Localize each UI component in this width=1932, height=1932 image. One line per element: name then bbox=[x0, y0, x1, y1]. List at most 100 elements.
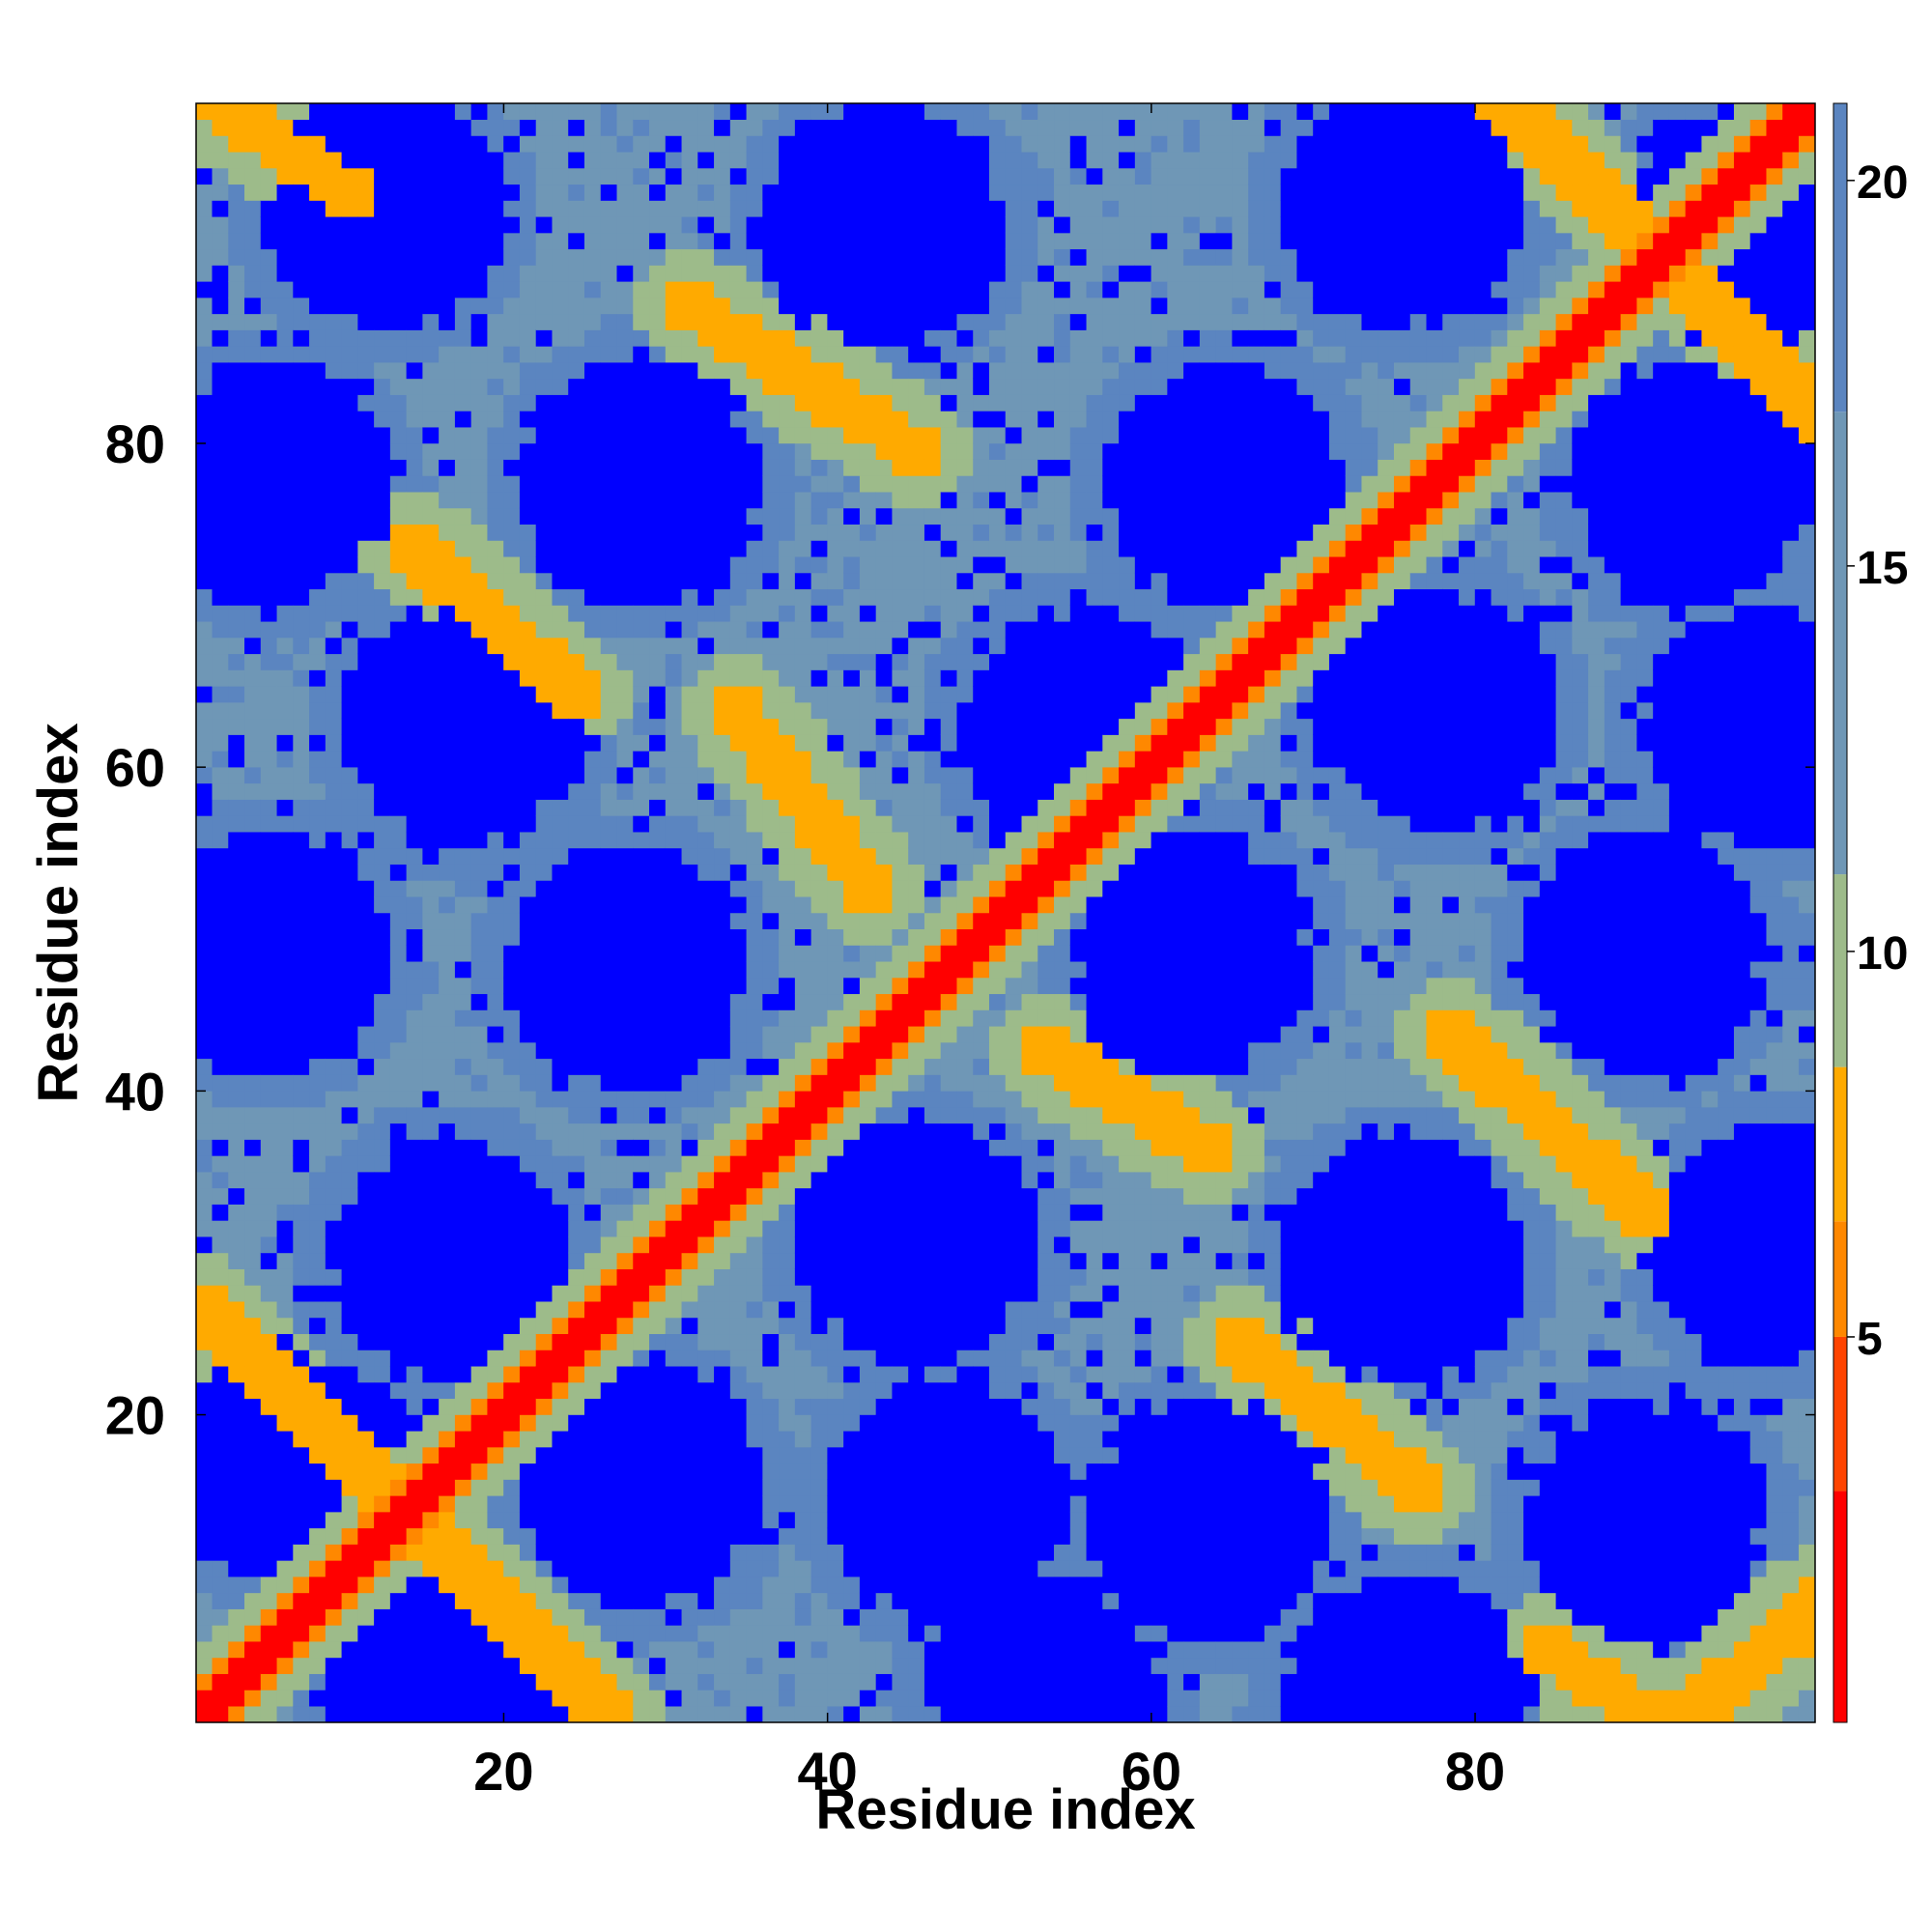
heatmap-cell bbox=[794, 1091, 812, 1108]
heatmap-cell bbox=[746, 1381, 763, 1400]
heatmap-cell bbox=[859, 686, 877, 703]
heatmap-cell bbox=[374, 880, 391, 897]
heatmap-cell bbox=[940, 1300, 957, 1319]
heatmap-cell bbox=[406, 167, 423, 185]
heatmap-cell bbox=[681, 1511, 698, 1529]
heatmap-cell bbox=[973, 734, 990, 752]
heatmap-cell bbox=[228, 912, 245, 930]
heatmap-cell bbox=[454, 378, 472, 395]
heatmap-cell bbox=[681, 1625, 698, 1642]
heatmap-cell bbox=[746, 346, 763, 363]
heatmap-cell bbox=[746, 1252, 763, 1269]
heatmap-cell bbox=[729, 1252, 748, 1269]
heatmap-cell bbox=[389, 1463, 408, 1480]
heatmap-cell bbox=[940, 216, 957, 234]
heatmap-cell bbox=[212, 1431, 229, 1448]
heatmap-cell bbox=[940, 782, 957, 800]
heatmap-cell bbox=[988, 1220, 1007, 1237]
heatmap-cell bbox=[875, 945, 893, 962]
heatmap-cell bbox=[583, 718, 602, 735]
heatmap-cell bbox=[503, 751, 521, 768]
heatmap-cell bbox=[940, 621, 957, 639]
heatmap-cell bbox=[973, 1074, 990, 1092]
heatmap-cell bbox=[649, 1268, 667, 1286]
heatmap-cell bbox=[988, 799, 1007, 816]
heatmap-cell bbox=[422, 1544, 440, 1561]
heatmap-cell bbox=[633, 637, 650, 655]
heatmap-cell bbox=[357, 507, 375, 526]
heatmap-cell bbox=[439, 1463, 456, 1480]
heatmap-cell bbox=[568, 346, 585, 363]
heatmap-cell bbox=[341, 1106, 358, 1124]
heatmap-cell bbox=[309, 1041, 327, 1060]
heatmap-cell bbox=[908, 1690, 925, 1707]
heatmap-cell bbox=[714, 297, 731, 315]
heatmap-cell bbox=[341, 961, 358, 979]
heatmap-cell bbox=[470, 751, 488, 768]
heatmap-cell bbox=[827, 200, 844, 217]
heatmap-cell bbox=[892, 313, 909, 330]
heatmap-cell bbox=[552, 701, 569, 720]
heatmap-cell bbox=[714, 912, 731, 930]
heatmap-cell bbox=[341, 1204, 358, 1221]
heatmap-cell bbox=[843, 1220, 861, 1237]
heatmap-cell bbox=[697, 1366, 715, 1383]
heatmap-cell bbox=[649, 216, 667, 234]
heatmap-cell bbox=[762, 524, 780, 541]
heatmap-cell bbox=[875, 1690, 893, 1707]
heatmap-cell bbox=[810, 1511, 828, 1529]
heatmap-cell bbox=[244, 1366, 262, 1383]
heatmap-cell bbox=[729, 1122, 748, 1140]
heatmap-cell bbox=[616, 459, 634, 476]
heatmap-cell bbox=[212, 1625, 229, 1642]
heatmap-cell bbox=[973, 977, 990, 995]
heatmap-cell bbox=[665, 928, 683, 946]
heatmap-cell bbox=[714, 1511, 731, 1529]
heatmap-cell bbox=[439, 1560, 456, 1577]
heatmap-cell bbox=[762, 1592, 780, 1609]
heatmap-cell bbox=[552, 1350, 569, 1367]
heatmap-cell bbox=[665, 1446, 683, 1464]
heatmap-cell bbox=[487, 1350, 504, 1367]
heatmap-cell bbox=[827, 1236, 844, 1254]
heatmap-cell bbox=[875, 1204, 893, 1221]
heatmap-cell bbox=[487, 1479, 504, 1496]
heatmap-cell bbox=[487, 1690, 504, 1707]
heatmap-cell bbox=[406, 864, 423, 881]
heatmap-cell bbox=[406, 977, 423, 995]
heatmap-cell bbox=[406, 993, 423, 1010]
heatmap-cell bbox=[892, 184, 909, 201]
heatmap-cell bbox=[487, 1640, 504, 1659]
heatmap-cell bbox=[779, 572, 796, 590]
heatmap-cell bbox=[195, 1576, 213, 1594]
heatmap-cell bbox=[439, 1155, 456, 1173]
heatmap-cell bbox=[600, 1511, 618, 1529]
heatmap-cell bbox=[374, 1333, 391, 1350]
heatmap-cell bbox=[923, 1446, 942, 1464]
heatmap-cell bbox=[487, 1026, 504, 1043]
heatmap-cell bbox=[714, 1268, 731, 1286]
heatmap-cell bbox=[454, 524, 472, 541]
heatmap-cell bbox=[859, 1268, 877, 1286]
heatmap-cell bbox=[389, 1350, 408, 1367]
heatmap-cell bbox=[228, 1381, 245, 1400]
heatmap-cell bbox=[616, 1544, 634, 1561]
heatmap-cell bbox=[454, 1431, 472, 1448]
heatmap-cell bbox=[681, 394, 698, 412]
heatmap-cell bbox=[892, 1041, 909, 1060]
heatmap-cell bbox=[794, 184, 812, 201]
heatmap-cell bbox=[923, 313, 942, 330]
heatmap-cell bbox=[940, 734, 957, 752]
heatmap-cell bbox=[260, 459, 278, 476]
heatmap-cell bbox=[341, 167, 358, 185]
heatmap-cell bbox=[519, 815, 537, 833]
heatmap-cell bbox=[779, 135, 796, 153]
heatmap-cell bbox=[341, 669, 358, 687]
heatmap-cell bbox=[293, 928, 310, 946]
heatmap-cell bbox=[325, 1317, 343, 1335]
heatmap-cell bbox=[600, 1139, 618, 1156]
heatmap-cell bbox=[487, 265, 504, 282]
heatmap-cell bbox=[422, 378, 440, 395]
heatmap-cell bbox=[681, 653, 698, 670]
heatmap-cell bbox=[875, 751, 893, 768]
